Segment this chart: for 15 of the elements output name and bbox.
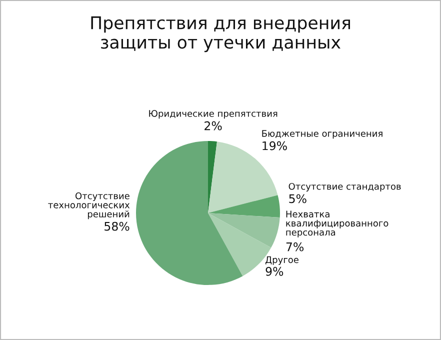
pie-slice (208, 141, 218, 213)
slice-label: Юридические препятствия (149, 110, 278, 119)
data-label: 9% (266, 266, 284, 276)
data-label: 2% (204, 121, 222, 130)
chart-title: Препятствия для внедрения защиты от утечки данных (91, 16, 350, 52)
data-label: 19% (262, 141, 287, 150)
data-label: 58% (104, 222, 130, 231)
slice-label: Бюджетные ограничения (262, 130, 382, 139)
slice-label: Отсутствие стандартов (288, 182, 401, 192)
slice-label: Отсутствие технологических решений (48, 192, 130, 220)
slice-label: Другое (265, 256, 298, 265)
data-label: 5% (289, 194, 306, 204)
pie-slice (208, 213, 280, 248)
slice-label: Нехватка квалифицированного персонала (286, 210, 388, 238)
data-label: 7% (286, 242, 304, 252)
